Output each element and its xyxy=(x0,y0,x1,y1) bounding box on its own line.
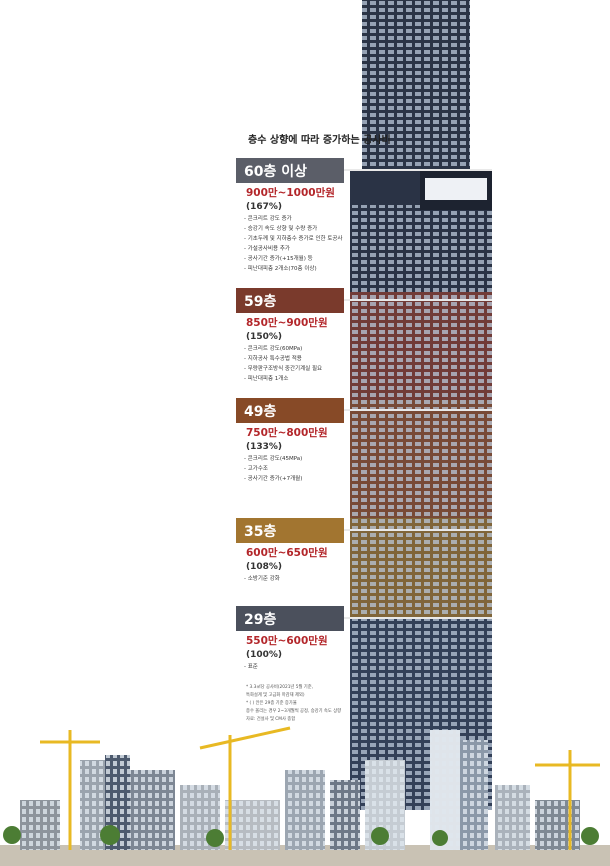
skyline xyxy=(0,726,610,866)
note: - 콘크리트 강도(60MPa) xyxy=(244,344,302,352)
note: - 표준 xyxy=(244,663,258,670)
ratio: (167%) xyxy=(246,202,282,212)
floor-label-box xyxy=(236,398,344,423)
note: - 가설공사비용 추가 xyxy=(244,244,290,252)
note: - 공사기간 증가(+7개월) xyxy=(244,474,302,482)
footnote: 특화설계 및 고급화 마감재 제외) xyxy=(246,691,305,698)
note: - 지하공사 특수공법 적용 xyxy=(244,354,302,362)
note: - 승강기 속도 상향 및 수량 증가 xyxy=(244,224,317,232)
note: - 고가수조 xyxy=(244,464,268,472)
floor-label: 49층 xyxy=(244,404,276,420)
floor-label-box xyxy=(236,288,344,313)
cost: 900만~1000만원 xyxy=(246,186,335,199)
cost: 750만~800만원 xyxy=(246,426,328,439)
note: - 기초두께 및 지하층수 증가로 인한 토공사 xyxy=(244,234,343,242)
floor-label: 60층 이상 xyxy=(244,163,307,180)
floor-label: 35층 xyxy=(244,524,276,540)
floor-label-box xyxy=(236,518,344,543)
note: - 무량판구조방식 중간기계실 필요 xyxy=(244,364,322,372)
cost: 550만~600만원 xyxy=(246,634,328,647)
cost: 600만~650만원 xyxy=(246,546,328,559)
cost: 850만~900만원 xyxy=(246,316,328,329)
floor-label: 29층 xyxy=(244,612,276,628)
footnote: * 3.3㎡당 공사비(2021년 5월 기준, xyxy=(246,683,313,690)
note: - 소방기준 강화 xyxy=(244,574,280,582)
footnote: 자료: 건설사 및 CM사 종합 xyxy=(246,715,295,722)
title: 층수 상향에 따라 증가하는 공사비 xyxy=(248,133,391,146)
note: - 피난대피층 1개소 xyxy=(244,374,288,382)
footnote: * ( ) 안은 29층 기준 증가율 xyxy=(246,699,297,706)
floor-label-box xyxy=(236,606,344,631)
ratio: (108%) xyxy=(246,562,282,572)
floor-label-box xyxy=(236,158,344,183)
note: - 콘크리트 강도(45MPa) xyxy=(244,454,302,462)
footnote: 층수 올리는 경우 2~3개월씩 공정, 승강기 속도 상향 xyxy=(246,707,341,714)
ratio: (133%) xyxy=(246,442,282,452)
floor-label: 59층 xyxy=(244,294,276,310)
ratio: (150%) xyxy=(246,332,282,342)
note: - 피난대피층 2개소(70층 이상) xyxy=(244,264,317,272)
ratio: (100%) xyxy=(246,650,282,660)
note: - 콘크리트 강도 증가 xyxy=(244,214,292,222)
tower xyxy=(350,0,492,810)
note: - 공사기간 증가(+15개월) 등 xyxy=(244,254,313,262)
